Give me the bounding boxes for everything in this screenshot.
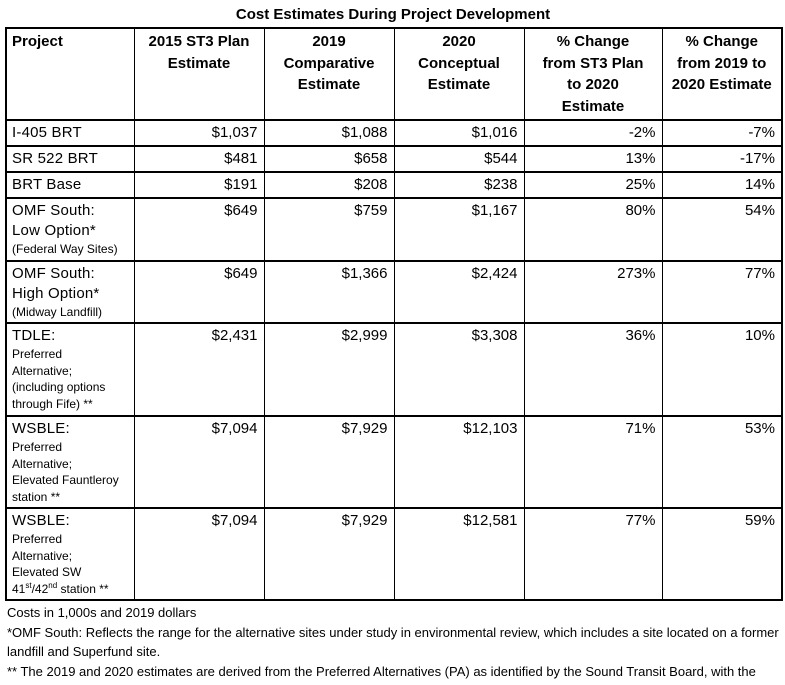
project-name-line: I-405 BRT xyxy=(12,124,82,141)
value-cell-est-2019-comparative: $1,366 xyxy=(263,259,395,324)
project-subtext-line: (Federal Way Sites) xyxy=(12,242,118,256)
project-subtext-line: through Fife) ** xyxy=(12,396,93,411)
value-cell-est-2020-conceptual: $544 xyxy=(393,145,525,173)
value-cell-est-2020-conceptual: $1,167 xyxy=(393,197,525,262)
cost-estimates-table: Project 2015 ST3 Plan Estimate 2019 Compar… xyxy=(5,27,783,601)
column-header-est-2015-st3-plan: 2015 ST3 Plan Estimate xyxy=(133,27,265,121)
value-cell-pct-change-2019-to-2020: -7% xyxy=(661,119,783,147)
project-subtext-line: Alternative; xyxy=(12,456,73,471)
project-name-cell: OMF South: High Option* (Midway Landfill) xyxy=(5,259,135,324)
project-name-line: OMF South: xyxy=(12,264,95,282)
project-name-cell: WSBLE: Preferred Alternative; Elevated SW 41… xyxy=(5,507,135,601)
table-body: I-405 BRT $1,037 $1,088 $1,016 -2% -7% SR 522 … xyxy=(5,119,783,601)
project-name-cell: I-405 BRT xyxy=(5,119,135,147)
value-cell-pct-change-2019-to-2020: 14% xyxy=(661,171,783,199)
project-name-cell: TDLE: Preferred Alternative; (including opt… xyxy=(5,322,135,417)
value-cell-est-2019-comparative: $7,929 xyxy=(263,507,395,601)
footnote: *OMF South: Reflects the range for the a… xyxy=(7,624,779,660)
value-cell-est-2020-conceptual: $1,016 xyxy=(393,119,525,147)
project-name-line: OMF South: xyxy=(12,202,95,219)
footnote: Costs in 1,000s and 2019 dollars xyxy=(7,605,197,620)
footnotes: Costs in 1,000s and 2019 dollars *OMF Sou… xyxy=(5,603,781,685)
project-name-cell: BRT Base xyxy=(5,171,135,199)
header-row: Project 2015 ST3 Plan Estimate 2019 Compar… xyxy=(5,27,783,121)
value-cell-est-2019-comparative: $1,088 xyxy=(263,119,395,147)
footnote: ** The 2019 and 2020 estimates are deriv… xyxy=(7,663,756,685)
value-cell-est-2015-st3-plan: $649 xyxy=(133,259,265,324)
value-cell-est-2020-conceptual: $238 xyxy=(393,171,525,199)
value-cell-est-2015-st3-plan: $649 xyxy=(133,197,265,262)
project-name-line: BRT Base xyxy=(12,176,82,193)
value-cell-est-2020-conceptual: $12,581 xyxy=(393,507,525,601)
value-cell-est-2019-comparative: $7,929 xyxy=(263,415,395,509)
table-row: OMF South: Low Option* (Federal Way Sites)… xyxy=(5,197,783,262)
project-subtext-line: Elevated SW xyxy=(12,565,82,579)
table-header: Project 2015 ST3 Plan Estimate 2019 Compar… xyxy=(5,27,783,121)
project-subtext-line: 41st/42nd station ** xyxy=(12,580,109,596)
value-cell-pct-change-st3-to-2020: 13% xyxy=(523,145,663,173)
column-header-pct-change-st3-to-2020: % Change from ST3 Plan to 2020 Estimate xyxy=(523,27,663,121)
project-name-line: WSBLE: xyxy=(12,420,70,437)
project-subtext-line: Alternative; xyxy=(12,363,73,378)
table-row: BRT Base $191 $208 $238 25% 14% xyxy=(5,171,783,199)
value-cell-est-2019-comparative: $2,999 xyxy=(263,322,395,417)
value-cell-est-2015-st3-plan: $7,094 xyxy=(133,415,265,509)
value-cell-pct-change-st3-to-2020: -2% xyxy=(523,119,663,147)
project-name-cell: SR 522 BRT xyxy=(5,145,135,173)
value-cell-pct-change-2019-to-2020: 10% xyxy=(661,322,783,417)
project-subtext-line: Alternative; xyxy=(12,548,73,563)
table-row: I-405 BRT $1,037 $1,088 $1,016 -2% -7% xyxy=(5,119,783,147)
table-row: WSBLE: Preferred Alternative; Elevated SW 41… xyxy=(5,507,783,601)
value-cell-est-2020-conceptual: $3,308 xyxy=(393,322,525,417)
value-cell-est-2020-conceptual: $2,424 xyxy=(393,259,525,324)
project-subtext-line: Preferred xyxy=(12,347,63,361)
project-subtext-line: Preferred xyxy=(12,532,63,546)
value-cell-est-2015-st3-plan: $7,094 xyxy=(133,507,265,601)
column-header-pct-change-2019-to-2020: % Change from 2019 to 2020 Estimate xyxy=(661,27,783,121)
value-cell-pct-change-st3-to-2020: 25% xyxy=(523,171,663,199)
value-cell-pct-change-2019-to-2020: 59% xyxy=(661,507,783,601)
value-cell-pct-change-st3-to-2020: 36% xyxy=(523,322,663,417)
project-name-line: TDLE: xyxy=(12,327,56,344)
value-cell-pct-change-2019-to-2020: 77% xyxy=(661,259,783,324)
project-name-line: SR 522 BRT xyxy=(12,150,98,167)
value-cell-pct-change-st3-to-2020: 77% xyxy=(523,507,663,601)
value-cell-pct-change-st3-to-2020: 71% xyxy=(523,415,663,509)
value-cell-est-2019-comparative: $759 xyxy=(263,197,395,262)
project-subtext-line: station ** xyxy=(12,489,61,504)
project-subtext-line: (Midway Landfill) xyxy=(12,304,103,319)
value-cell-est-2019-comparative: $208 xyxy=(263,171,395,199)
column-header-project: Project xyxy=(5,27,135,121)
value-cell-pct-change-st3-to-2020: 273% xyxy=(523,259,663,324)
table-row: TDLE: Preferred Alternative; (including opt… xyxy=(5,322,783,417)
value-cell-est-2020-conceptual: $12,103 xyxy=(393,415,525,509)
table-title: Cost Estimates During Project Developmen… xyxy=(235,6,551,23)
value-cell-est-2015-st3-plan: $481 xyxy=(133,145,265,173)
project-name-line: High Option* xyxy=(12,284,100,302)
value-cell-pct-change-2019-to-2020: 54% xyxy=(661,197,783,262)
project-name-line: WSBLE: xyxy=(12,512,70,529)
table-row: WSBLE: Preferred Alternative; Elevated Faun… xyxy=(5,415,783,509)
table-row: OMF South: High Option* (Midway Landfill) $… xyxy=(5,259,783,324)
value-cell-est-2015-st3-plan: $1,037 xyxy=(133,119,265,147)
value-cell-est-2015-st3-plan: $2,431 xyxy=(133,322,265,417)
value-cell-est-2015-st3-plan: $191 xyxy=(133,171,265,199)
table-row: SR 522 BRT $481 $658 $544 13% -17% xyxy=(5,145,783,173)
value-cell-est-2019-comparative: $658 xyxy=(263,145,395,173)
project-subtext-line: Elevated Fauntleroy xyxy=(12,473,119,487)
project-name-cell: OMF South: Low Option* (Federal Way Sites) xyxy=(5,197,135,262)
value-cell-pct-change-2019-to-2020: 53% xyxy=(661,415,783,509)
project-subtext-line: Preferred xyxy=(12,440,63,454)
column-header-est-2019-comparative: 2019 Comparative Estimate xyxy=(263,27,395,121)
value-cell-pct-change-st3-to-2020: 80% xyxy=(523,197,663,262)
value-cell-pct-change-2019-to-2020: -17% xyxy=(661,145,783,173)
project-name-line: Low Option* xyxy=(12,222,96,239)
project-subtext-line: (including options xyxy=(12,380,106,394)
column-header-est-2020-conceptual: 2020 Conceptual Estimate xyxy=(393,27,525,121)
project-name-cell: WSBLE: Preferred Alternative; Elevated Faun… xyxy=(5,415,135,509)
